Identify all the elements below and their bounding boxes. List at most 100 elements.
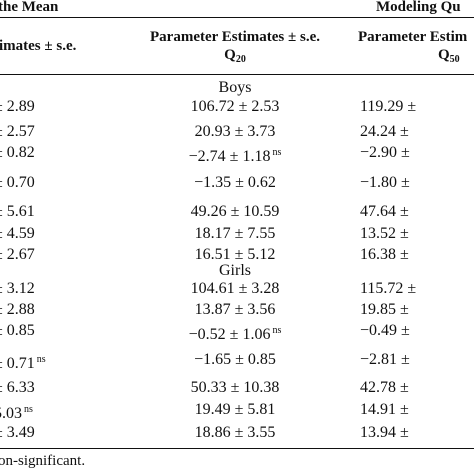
column-header-mean-estimates: timates ± s.e. [0,37,76,55]
table-cell: 115.72 ± [360,280,416,298]
quantile-subscript: 20 [235,54,246,65]
cell-value: −2.74 ± 1.18 [188,148,271,165]
column-header-q50: Parameter Estim Q50 [358,28,467,69]
cell-value: ± 5.61 [0,203,35,220]
table-cell: 49.26 ± 10.59 [130,203,340,221]
cell-value: −2.90 ± [360,144,410,161]
cell-value: 16.51 ± 5.12 [194,246,276,263]
cell-value: ± 3.12 [0,280,35,297]
table-cell: 13.87 ± 3.56 [130,301,340,319]
cell-value: 47.64 ± [360,203,409,220]
cell-value: ± 6.33 [0,379,35,396]
table-cell: 13.52 ± [360,225,409,243]
cell-value: −0.49 ± [360,322,410,339]
table-cell: 119.29 ± [360,98,416,116]
cell-value: 5.03 [0,405,22,422]
table-cell: 47.64 ± [360,203,409,221]
cell-value: 19.49 ± 5.81 [194,401,276,418]
section-label-boys: Boys [218,79,252,96]
non-significant-marker: ns [24,404,33,415]
quantile-letter: Q [224,47,236,63]
cell-value: 13.94 ± [360,424,409,441]
cell-value: ± 2.57 [0,123,35,140]
table-cell: ± 2.89 [0,98,35,116]
cell-value: 19.85 ± [360,301,409,318]
table-cell: ± 2.88 [0,301,35,319]
table-cell: 24.24 ± [360,123,409,141]
table-cell: 106.72 ± 2.53 [130,98,340,116]
cell-value: ± 0.70 [0,174,35,191]
table-cell: −2.90 ± [360,144,410,162]
table-cell: −1.80 ± [360,174,410,192]
column-header-q20: Parameter Estimates ± s.e. Q20 [130,28,340,69]
cell-value: −0.52 ± 1.06 [188,326,271,343]
cell-value: 18.17 ± 7.55 [194,225,276,242]
cell-value: ± 2.88 [0,301,35,318]
table-cell: ± 0.85 [0,322,35,340]
table-cell: 16.38 ± [360,246,409,264]
cell-value: 13.52 ± [360,225,409,242]
table-cell: 50.33 ± 10.38 [130,379,340,397]
cell-value: ± 0.71 [0,355,35,372]
table-cell: 13.94 ± [360,424,409,442]
cell-value: 119.29 ± [360,98,417,115]
cell-value: 50.33 ± 10.38 [190,379,280,396]
table-cell: ± 2.67 [0,246,35,264]
cell-value: 106.72 ± 2.53 [190,98,280,115]
cell-value: ± 0.82 [0,144,35,161]
non-significant-marker: ns [272,325,282,336]
group-header-quantile: Modeling Qu [376,0,461,15]
cell-value: ± 3.49 [0,424,35,441]
cell-value: 16.38 ± [360,246,409,263]
cell-value: −1.65 ± 0.85 [194,351,276,368]
cell-value: ± 2.67 [0,246,35,263]
table-cell: 18.86 ± 3.55 [130,424,340,442]
cell-value: ± 0.85 [0,322,35,339]
cell-value: −1.35 ± 0.62 [194,174,276,191]
cell-value: ± 4.59 [0,225,35,242]
table-cell: −2.74 ± 1.18 ns [130,144,340,166]
table-cell: 16.51 ± 5.12 [130,246,340,264]
column-header-quantile: Q20 [130,46,340,69]
quantile-subscript: 50 [449,54,460,65]
cell-value: 14.91 ± [360,401,409,418]
table-footnote: on-significant. [0,453,86,469]
section-label-girls: Girls [219,262,251,279]
cell-value: −2.81 ± [360,351,410,368]
table-cell: 18.17 ± 7.55 [130,225,340,243]
non-significant-marker: ns [36,354,46,365]
bottom-rule [0,448,474,449]
cell-value: 13.87 ± 3.56 [194,301,276,318]
table-cell: −0.49 ± [360,322,410,340]
table-cell: ± 6.33 [0,379,35,397]
non-significant-marker: ns [272,147,282,158]
table-cell: 42.78 ± [360,379,409,397]
table-cell: 104.61 ± 3.28 [130,280,340,298]
quantile-letter: Q [438,47,450,63]
table-cell: ± 0.70 [0,174,35,192]
table-cell: −2.81 ± [360,351,410,369]
cell-value: 24.24 ± [360,123,409,140]
table-cell: ± 3.12 [0,280,35,298]
table-cell: 19.85 ± [360,301,409,319]
table-cell: 14.91 ± [360,401,409,419]
table-cell: −1.65 ± 0.85 [130,351,340,369]
top-rule [0,17,474,18]
table-cell: ± 4.59 [0,225,35,243]
table-cell: −1.35 ± 0.62 [130,174,340,192]
cell-value: 115.72 ± [360,280,417,297]
column-header-label: Parameter Estimates ± s.e. [150,29,320,45]
cell-value: 42.78 ± [360,379,409,396]
table-cell: ± 2.57 [0,123,35,141]
cell-value: 18.86 ± 3.55 [194,424,276,441]
column-header-quantile: Q50 [358,46,467,69]
cell-value: −1.80 ± [360,174,410,191]
table-cell: ± 5.61 [0,203,35,221]
cell-value: 49.26 ± 10.59 [190,203,280,220]
table-cell: −0.52 ± 1.06 ns [130,322,340,344]
table-cell: ± 3.49 [0,424,35,442]
table-cell: ± 0.82 [0,144,35,162]
